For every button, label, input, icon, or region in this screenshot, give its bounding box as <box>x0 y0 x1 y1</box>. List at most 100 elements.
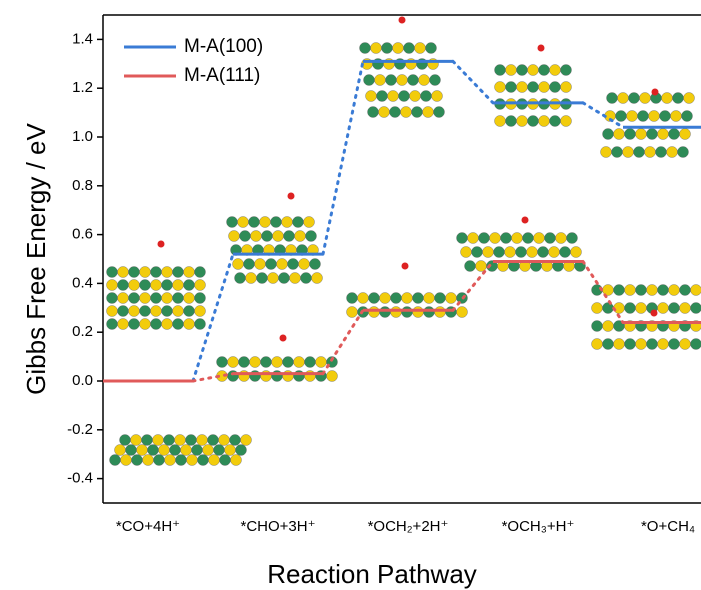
atom <box>367 106 379 118</box>
atom <box>538 64 550 76</box>
atom <box>418 74 430 86</box>
atom <box>183 266 195 278</box>
connector <box>581 101 625 129</box>
atom <box>311 272 323 284</box>
atom <box>611 146 623 158</box>
atom <box>230 454 242 466</box>
atom <box>346 306 358 318</box>
atom <box>537 44 545 52</box>
atom <box>633 146 645 158</box>
atom <box>245 272 257 284</box>
atom <box>516 115 528 127</box>
atom <box>549 81 561 93</box>
atom <box>128 292 140 304</box>
atom <box>544 232 556 244</box>
atom <box>287 192 295 200</box>
atom <box>668 284 680 296</box>
atom <box>271 356 283 368</box>
atom <box>527 115 539 127</box>
atom <box>183 292 195 304</box>
atom <box>147 444 159 456</box>
atom <box>139 266 151 278</box>
atom <box>153 454 165 466</box>
y-tick-label: 0.2 <box>72 323 93 340</box>
y-tick-label: 1.0 <box>72 128 93 145</box>
atom <box>106 292 118 304</box>
atom <box>644 146 656 158</box>
atom <box>626 110 638 122</box>
atom <box>602 302 614 314</box>
atom <box>276 258 288 270</box>
atom <box>139 279 151 291</box>
atom <box>683 92 695 104</box>
atom <box>478 232 490 244</box>
atom <box>249 370 261 382</box>
y-tick-label: -0.2 <box>67 421 93 438</box>
atom <box>624 302 636 314</box>
atom <box>265 258 277 270</box>
atom <box>423 292 435 304</box>
atom <box>456 232 468 244</box>
x-tick-label: *OCH₂+2H⁺ <box>368 518 449 535</box>
atom <box>505 64 517 76</box>
atom <box>294 230 306 242</box>
atom <box>412 292 424 304</box>
atom <box>346 292 358 304</box>
atom <box>613 284 625 296</box>
atom <box>172 318 184 330</box>
atom <box>389 106 401 118</box>
atom <box>475 260 487 272</box>
atom <box>142 454 154 466</box>
atom <box>150 279 162 291</box>
atom <box>471 246 483 258</box>
atom <box>467 232 479 244</box>
atom <box>505 115 517 127</box>
atom <box>315 356 327 368</box>
legend-label: M-A(111) <box>184 65 260 86</box>
atom <box>202 444 214 456</box>
atom <box>639 92 651 104</box>
atom <box>218 434 230 446</box>
atom <box>505 81 517 93</box>
atom <box>522 232 534 244</box>
atom <box>464 260 476 272</box>
atom <box>401 306 413 318</box>
y-tick-label: 0.4 <box>72 274 93 291</box>
atom <box>378 106 390 118</box>
atom <box>183 279 195 291</box>
atom <box>657 284 669 296</box>
atom <box>646 128 658 140</box>
atom <box>425 42 437 54</box>
atom <box>602 320 614 332</box>
atom <box>431 90 443 102</box>
y-tick-label: 0.8 <box>72 177 93 194</box>
atom <box>379 306 391 318</box>
atom <box>150 292 162 304</box>
x-tick-label: *O+CH₄ <box>641 518 695 535</box>
atom <box>445 292 457 304</box>
atom <box>232 258 244 270</box>
atom <box>326 370 338 382</box>
atom <box>646 338 658 350</box>
atom <box>208 454 220 466</box>
atom <box>109 454 121 466</box>
atom <box>559 246 571 258</box>
y-tick-label: 0.0 <box>72 372 93 389</box>
atom <box>363 74 375 86</box>
atom <box>423 306 435 318</box>
atom <box>635 284 647 296</box>
atom <box>194 292 206 304</box>
atom <box>239 230 251 242</box>
atom <box>668 302 680 314</box>
atom <box>650 309 658 317</box>
atom <box>305 230 317 242</box>
atom <box>213 444 225 456</box>
atom <box>172 305 184 317</box>
atom <box>500 232 512 244</box>
atom <box>150 266 162 278</box>
atom <box>157 240 165 248</box>
atom <box>460 246 472 258</box>
atom <box>106 266 118 278</box>
atom <box>304 370 316 382</box>
